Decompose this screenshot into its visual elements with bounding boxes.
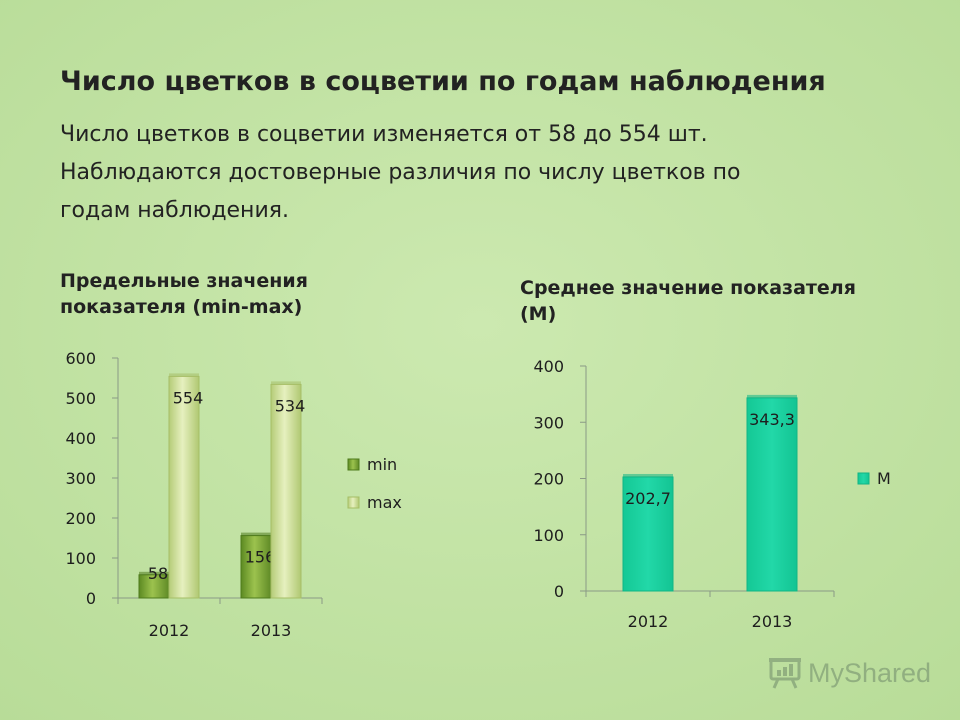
bar-М-2012 xyxy=(622,476,674,592)
left-chart-heading-line: показателя (min-max) xyxy=(60,296,303,318)
bar-min-2013 xyxy=(240,535,272,599)
y-tick-label: 400 xyxy=(533,357,564,376)
x-tick-label: 2012 xyxy=(149,621,190,640)
x-tick-label: 2013 xyxy=(752,612,793,631)
data-label: 202,7 xyxy=(625,489,671,508)
y-tick-label: 0 xyxy=(86,589,96,608)
y-tick-label: 300 xyxy=(65,469,96,488)
body-line: Число цветков в соцветии изменяется от 5… xyxy=(60,122,708,147)
bar-М-2013 xyxy=(746,397,798,592)
body-line: Наблюдаются достоверные различия по числ… xyxy=(60,160,741,185)
bar-cap xyxy=(139,571,169,575)
bar-cap xyxy=(271,381,301,385)
left-chart-heading-line: Предельные значения xyxy=(60,270,308,292)
bar-cap xyxy=(747,394,797,398)
left-bar-chart: 0 100 200 300 400 500 600 2012 2013 58 156 554 534 mi… xyxy=(65,349,401,640)
y-tick-label: 200 xyxy=(65,509,96,528)
right-chart-heading-line: Среднее значение показателя xyxy=(520,277,856,299)
data-label: 554 xyxy=(173,388,204,407)
presentation-board-icon xyxy=(769,658,801,689)
slide-body-text: Число цветков в соцветии изменяется от 5… xyxy=(60,116,900,230)
right-bar-chart: 0 100 200 300 400 2012 2013 202,7 343,3 М xyxy=(533,357,890,631)
data-label: 156 xyxy=(245,548,276,567)
data-label: 534 xyxy=(275,396,306,415)
data-label: 343,3 xyxy=(749,410,795,429)
slide-title: Число цветков в соцветии по годам наблюд… xyxy=(60,66,826,97)
watermark-text: MyShared xyxy=(808,657,932,688)
y-tick-label: 500 xyxy=(65,389,96,408)
bar-max-2013 xyxy=(270,383,302,599)
x-tick-label: 2013 xyxy=(251,621,292,640)
legend-label-max: max xyxy=(367,493,402,512)
legend-marker-М xyxy=(857,472,870,485)
bar-cap xyxy=(623,473,673,477)
right-chart-heading-line: (М) xyxy=(520,303,557,325)
y-tick-label: 400 xyxy=(65,429,96,448)
y-tick-label: 100 xyxy=(65,549,96,568)
bar-cap xyxy=(241,532,271,536)
body-line: годам наблюдения. xyxy=(60,198,289,223)
right-chart-heading: Среднее значение показателя (М) xyxy=(520,275,920,327)
legend-marker-max xyxy=(347,496,360,509)
bar-cap xyxy=(169,373,199,377)
data-label: 58 xyxy=(148,564,168,583)
x-tick-label: 2012 xyxy=(628,612,669,631)
legend-label-min: min xyxy=(367,455,397,474)
bar-max-2012 xyxy=(168,375,200,599)
watermark: MyShared xyxy=(768,656,931,690)
y-tick-label: 0 xyxy=(554,582,564,601)
y-tick-label: 100 xyxy=(533,526,564,545)
legend-marker-min xyxy=(347,458,360,471)
y-tick-label: 600 xyxy=(65,349,96,368)
y-tick-label: 300 xyxy=(533,413,564,432)
y-tick-label: 200 xyxy=(533,470,564,489)
left-chart-heading: Предельные значения показателя (min-max) xyxy=(60,268,360,320)
legend-label-М: М xyxy=(877,469,891,488)
